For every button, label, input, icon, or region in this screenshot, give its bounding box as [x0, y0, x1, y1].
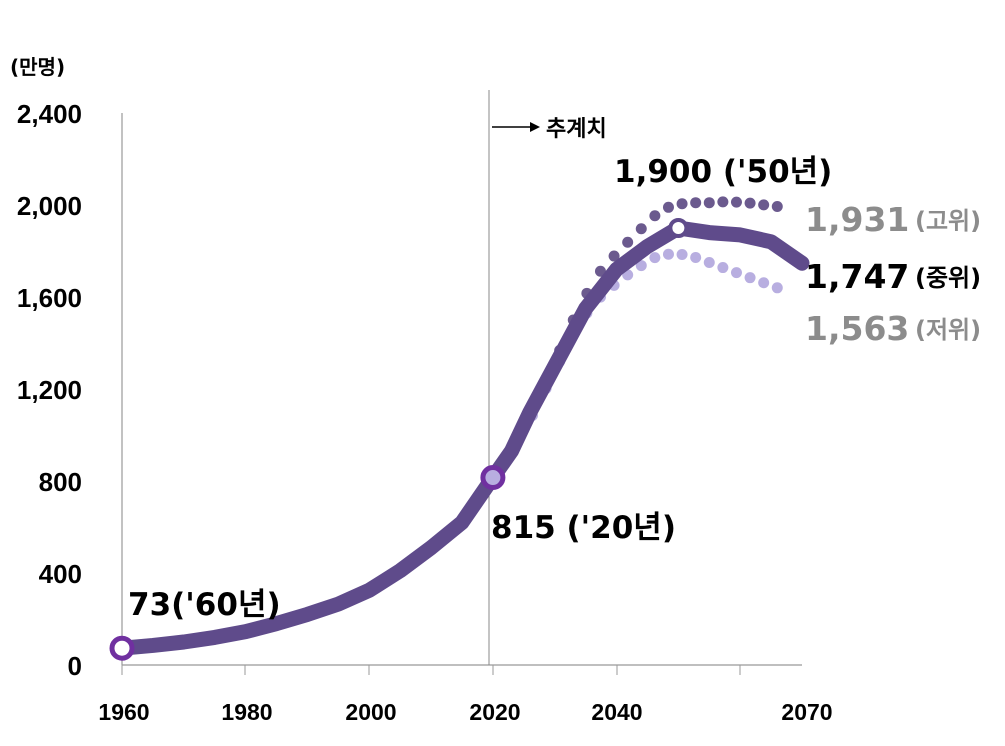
series-dot-고위 [608, 250, 620, 262]
series-dot-저위 [662, 248, 674, 260]
y-tick-label: 1,600 [17, 283, 82, 313]
series-dot-저위 [635, 260, 647, 272]
x-tick-label: 1980 [221, 699, 272, 725]
series-dot-저위 [771, 282, 783, 294]
series-dot-저위 [717, 262, 729, 274]
x-tick-label: 2020 [469, 699, 520, 725]
x-tick-label: 2000 [345, 699, 396, 725]
y-tick-label: 2,400 [17, 99, 82, 129]
series-dot-저위 [730, 267, 742, 279]
marker-layer [109, 218, 689, 661]
high-value: 1,931 [805, 200, 909, 239]
x-tick-marks [121, 665, 741, 675]
series-dot-고위 [758, 199, 770, 211]
medium-value: 1,747 [805, 257, 909, 296]
y-tick-label: 0 [68, 651, 82, 681]
y-axis: 2,400 2,000 1,600 1,200 800 400 0 [17, 99, 82, 681]
series-dot-고위 [730, 196, 742, 208]
projection-arrow-head [530, 122, 540, 132]
y-tick-label: 2,000 [17, 191, 82, 221]
series-layer [114, 196, 810, 656]
series-dot-고위 [649, 210, 661, 222]
series-dot-저위 [703, 257, 715, 268]
series-dot-고위 [771, 201, 783, 213]
marker-2050 [668, 218, 689, 238]
series-dot-고위 [622, 236, 634, 248]
series-dot-고위 [703, 197, 715, 209]
series-dot-저위 [649, 252, 661, 264]
start-annotation: 73('60년) [128, 587, 281, 623]
peak-annotation: 1,900 ('50년) [614, 154, 832, 190]
projection-label: 추계치 [546, 117, 607, 142]
series-dot-고위 [594, 265, 606, 277]
y-axis-unit: (만명) [10, 55, 65, 79]
series-dot-고위 [635, 223, 647, 235]
series-dot-고위 [744, 197, 756, 209]
series-dot-고위 [662, 201, 674, 213]
series-dot-고위 [690, 197, 702, 209]
series-dot-저위 [676, 249, 688, 261]
x-tick-label: 2070 [781, 699, 832, 725]
series-dot-고위 [676, 198, 688, 210]
series-dot-저위 [758, 277, 770, 289]
base-annotation: 815 ('20년) [491, 510, 676, 546]
low-value: 1,563 [805, 309, 909, 348]
low-label: (저위) [915, 316, 981, 344]
marker-1960 [109, 635, 135, 661]
y-tick-label: 1,200 [17, 375, 82, 405]
medium-label: (중위) [915, 264, 981, 292]
x-axis: 1960 1980 2000 2020 2040 2070 [98, 699, 832, 725]
x-tick-label: 2040 [591, 699, 642, 725]
y-tick-label: 800 [39, 467, 82, 497]
series-dot-고위 [717, 196, 729, 208]
series-dot-저위 [744, 272, 756, 284]
y-tick-label: 400 [39, 559, 82, 589]
high-label: (고위) [915, 207, 981, 235]
x-tick-label: 1960 [98, 699, 149, 725]
marker-2020 [480, 465, 506, 491]
series-dot-저위 [690, 251, 702, 263]
series-line-중위 [114, 220, 810, 656]
